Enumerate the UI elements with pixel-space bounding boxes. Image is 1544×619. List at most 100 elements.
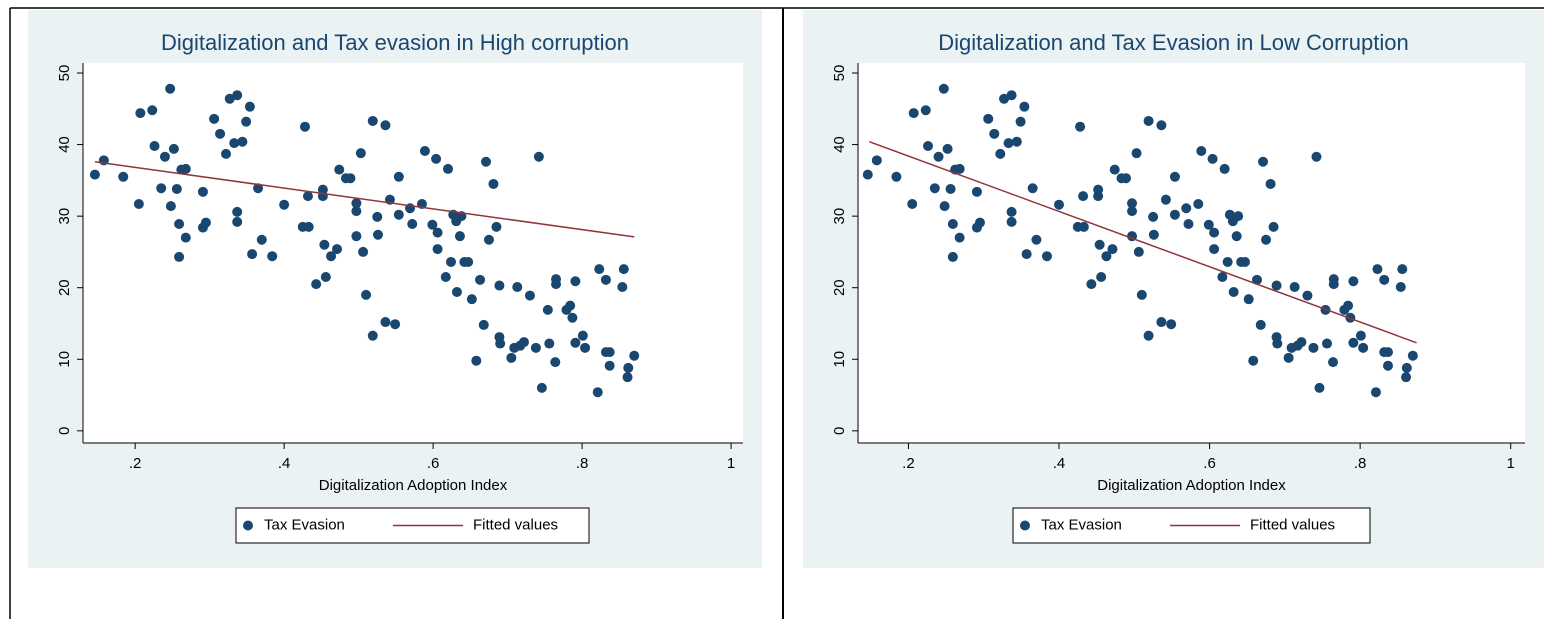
scatter-point <box>594 264 605 275</box>
scatter-point <box>1219 163 1230 174</box>
scatter-point <box>358 246 369 257</box>
scatter-point <box>351 231 362 242</box>
scatter-point <box>89 169 100 180</box>
scatter-point <box>380 120 391 131</box>
scatter-point <box>1401 362 1412 373</box>
scatter-point <box>1041 251 1052 262</box>
scatter-point <box>165 83 176 94</box>
scatter-point <box>1258 156 1269 167</box>
scatter-point <box>483 234 494 245</box>
scatter-point <box>299 121 310 132</box>
scatter-point <box>1328 357 1339 368</box>
scatter-point <box>862 169 873 180</box>
scatter-point <box>1156 120 1167 131</box>
scatter-point <box>1086 279 1097 290</box>
scatter-point <box>419 146 430 157</box>
x-axis-label: Digitalization Adoption Index <box>1097 477 1286 494</box>
scatter-point <box>445 256 456 267</box>
scatter-point <box>1169 209 1180 220</box>
scatter-point <box>604 360 615 371</box>
scatter-point <box>326 251 337 262</box>
scatter-point <box>1181 203 1192 214</box>
scatter-point <box>947 251 958 262</box>
scatter-point <box>407 219 418 230</box>
scatter-point <box>604 347 615 358</box>
scatter-point <box>443 163 454 174</box>
y-tick-label: 20 <box>831 279 848 296</box>
x-tick-label: .4 <box>1053 455 1066 472</box>
scatter-point <box>1021 249 1032 260</box>
scatter-point <box>1255 319 1266 330</box>
scatter-point <box>1136 289 1147 300</box>
scatter-point <box>1019 101 1030 112</box>
y-tick-label: 40 <box>831 136 848 153</box>
scatter-point <box>200 217 211 228</box>
scatter-point <box>1121 173 1132 184</box>
scatter-point <box>938 83 949 94</box>
scatter-point <box>551 279 562 290</box>
scatter-point <box>180 232 191 243</box>
scatter-point <box>1015 116 1026 127</box>
scatter-point <box>1209 227 1220 238</box>
legend-marker <box>243 520 253 531</box>
scatter-point <box>974 217 985 228</box>
scatter-point <box>1395 281 1406 292</box>
scatter-point <box>241 116 252 127</box>
scatter-point <box>1156 317 1167 328</box>
scatter-point <box>512 281 523 292</box>
scatter-point <box>1006 216 1017 227</box>
scatter-point <box>1054 199 1065 210</box>
scatter-point <box>1314 382 1325 393</box>
legend-label: Fitted values <box>1250 516 1335 533</box>
scatter-point <box>623 362 634 373</box>
scatter-point <box>1271 280 1282 291</box>
scatter-point <box>215 128 226 139</box>
scatter-point <box>1268 221 1279 232</box>
scatter-point <box>1133 246 1144 257</box>
scatter-point <box>1407 350 1418 361</box>
scatter-point <box>427 219 438 230</box>
scatter-point <box>355 148 366 159</box>
scatter-point <box>577 330 588 341</box>
scatter-point <box>495 338 506 349</box>
scatter-point <box>1160 194 1171 205</box>
scatter-point <box>334 164 345 175</box>
scatter-point <box>481 156 492 167</box>
scatter-point <box>1222 256 1233 267</box>
scatter-point <box>1127 206 1138 217</box>
scatter-point <box>550 357 561 368</box>
scatter-point <box>390 319 401 330</box>
legend-label: Tax Evasion <box>1041 516 1122 533</box>
scatter-point <box>372 229 383 240</box>
y-tick-label: 40 <box>56 136 73 153</box>
scatter-point <box>1379 274 1390 285</box>
scatter-point <box>1078 221 1089 232</box>
scatter-point <box>920 105 931 116</box>
scatter-point <box>351 206 362 217</box>
fitted-line <box>869 141 1417 344</box>
scatter-point <box>1231 231 1242 242</box>
scatter-point <box>451 287 462 298</box>
y-tick-label: 10 <box>831 351 848 368</box>
scatter-point <box>908 108 919 119</box>
scatter-point <box>1343 300 1354 311</box>
scatter-point <box>600 274 611 285</box>
scatter-point <box>244 101 255 112</box>
scatter-point <box>1148 211 1159 222</box>
y-tick-label: 50 <box>56 65 73 82</box>
scatter-point <box>1358 342 1369 353</box>
scatter-point <box>156 183 167 194</box>
scatter-point <box>149 141 160 152</box>
scatter-point <box>1093 191 1104 202</box>
scatter-point <box>319 239 330 250</box>
scatter-point <box>488 178 499 189</box>
x-axis-label: Digitalization Adoption Index <box>319 477 508 494</box>
scatter-point <box>135 108 146 119</box>
scatter-point <box>1311 151 1322 162</box>
scatter-point <box>923 141 934 152</box>
scatter-point <box>279 199 290 210</box>
scatter-point <box>332 244 343 255</box>
scatter-point <box>165 201 176 212</box>
x-tick-label: .8 <box>576 455 589 472</box>
